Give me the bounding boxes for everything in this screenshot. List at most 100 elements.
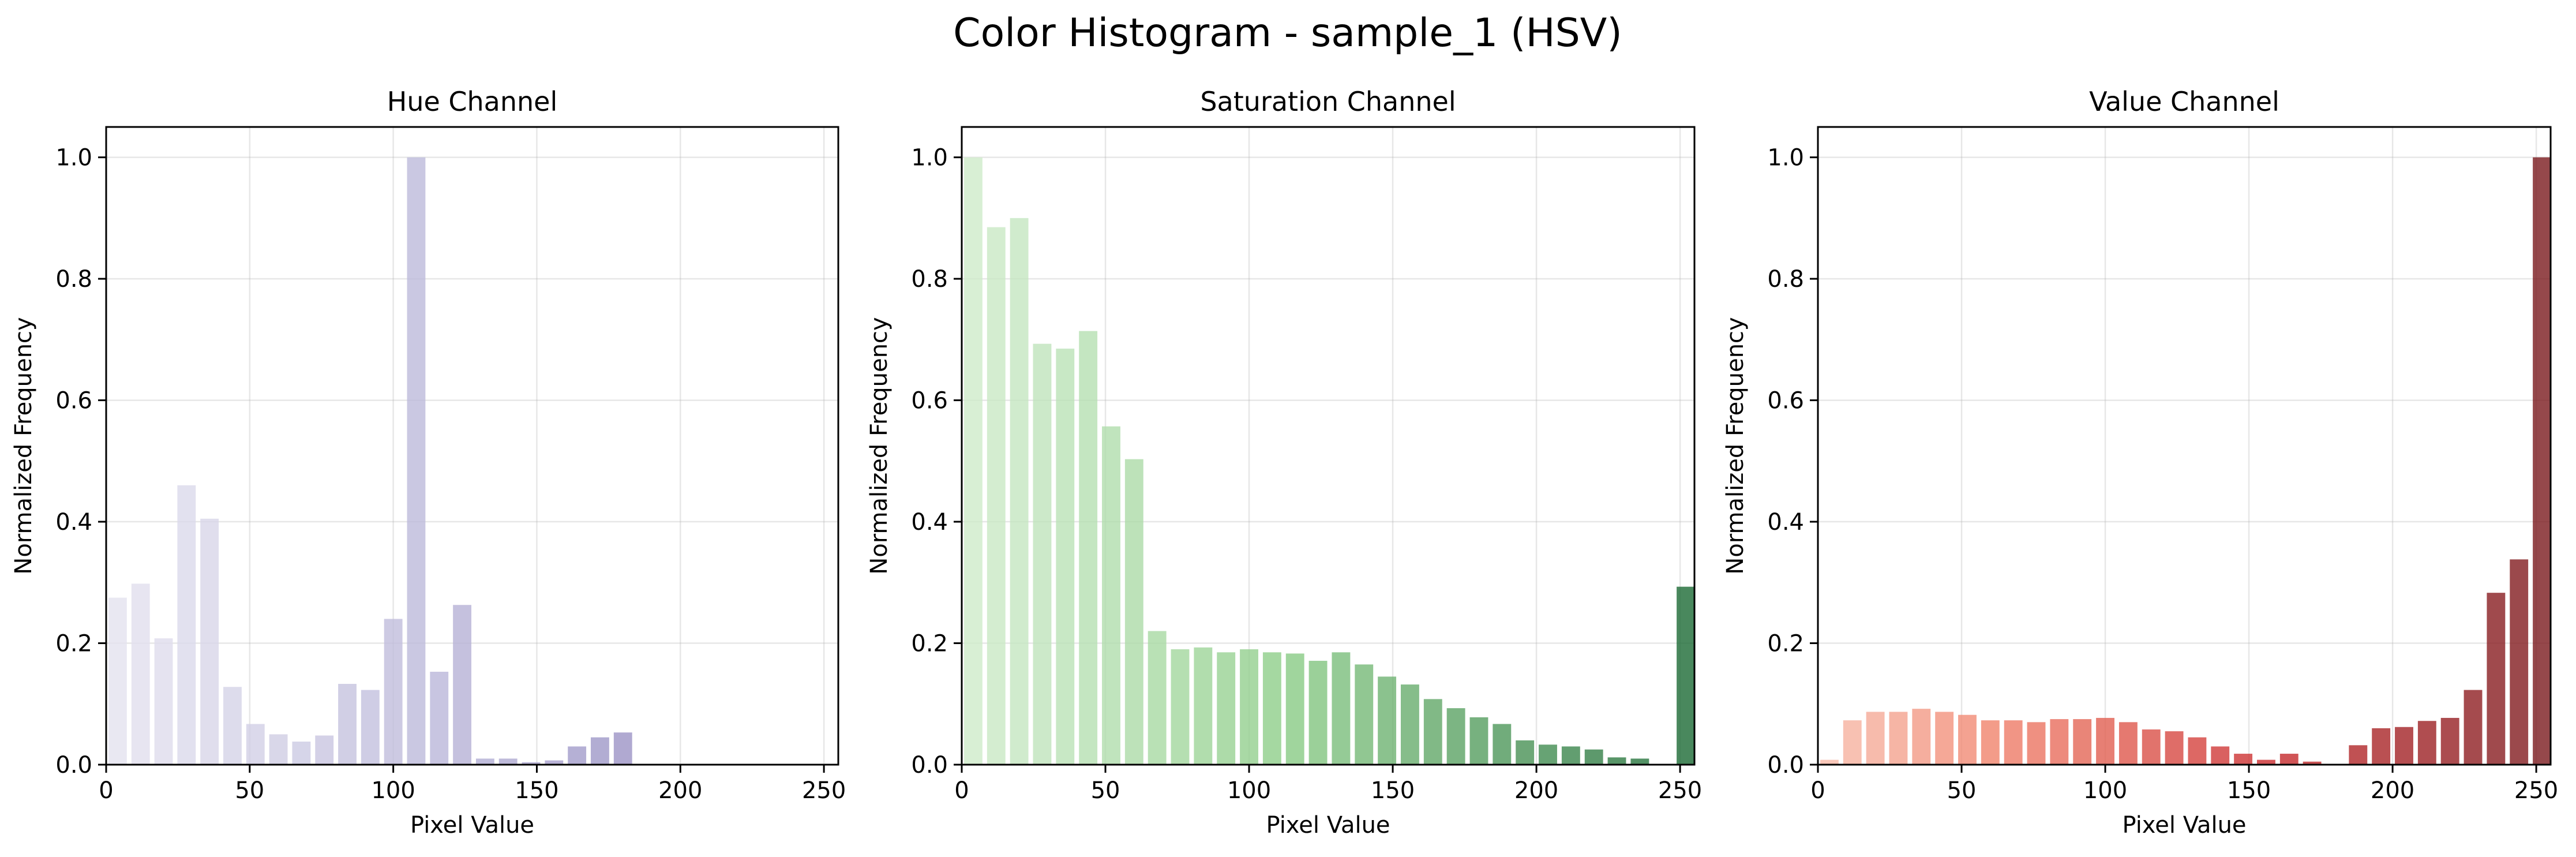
y-tick-label: 0.8 — [55, 266, 92, 293]
histogram-bar — [1401, 684, 1419, 765]
histogram-bar — [2004, 720, 2023, 765]
histogram-bar — [177, 485, 196, 765]
histogram-bar — [545, 760, 564, 765]
histogram-bar — [1240, 649, 1258, 765]
histogram-bar — [2533, 157, 2551, 765]
y-tick-label: 1.0 — [1767, 145, 1804, 171]
x-tick-label: 0 — [99, 777, 113, 804]
histogram-bar — [1056, 349, 1075, 765]
x-tick-label: 100 — [1227, 777, 1271, 804]
x-tick-label: 150 — [515, 777, 558, 804]
histogram-bar — [1843, 720, 1862, 765]
histogram-bar — [522, 762, 541, 765]
histogram-bar — [1194, 647, 1213, 765]
histogram-bar — [1262, 652, 1281, 765]
x-tick-label: 150 — [1371, 777, 1415, 804]
x-tick-label: 100 — [2083, 777, 2127, 804]
histogram-bar — [1308, 661, 1328, 765]
histogram-bar — [2487, 593, 2506, 765]
histogram-bar — [2417, 721, 2436, 765]
histogram-bar — [1584, 749, 1603, 765]
histogram-bar — [131, 583, 150, 765]
x-tick-label: 100 — [371, 777, 415, 804]
histogram-bar — [2096, 717, 2114, 765]
histogram-bar — [1493, 724, 1512, 765]
figure-title: Color Histogram - sample_1 (HSV) — [953, 10, 1622, 56]
histogram-bar — [2303, 761, 2322, 765]
histogram-bar — [2073, 719, 2092, 765]
histogram-bar — [1539, 744, 1557, 765]
panel-title: Hue Channel — [387, 86, 558, 117]
x-tick-label: 250 — [2514, 777, 2558, 804]
histogram-bar — [1446, 708, 1465, 765]
histogram-bar — [2234, 754, 2253, 765]
y-tick-label: 0.2 — [1767, 631, 1804, 657]
x-tick-label: 150 — [2227, 777, 2271, 804]
histogram-bar — [2372, 728, 2391, 765]
histogram-bar — [430, 671, 449, 765]
panel-title: Saturation Channel — [1200, 86, 1456, 117]
histogram-bar — [2211, 746, 2230, 765]
x-tick-label: 200 — [2371, 777, 2414, 804]
histogram-bar — [1124, 459, 1143, 765]
histogram-bar — [2349, 745, 2368, 765]
axes-frame — [105, 126, 839, 766]
histogram-bar — [2027, 722, 2046, 765]
x-axis-label: Pixel Value — [410, 812, 534, 839]
histogram-bar — [2165, 731, 2184, 765]
y-tick-label: 0.4 — [911, 509, 948, 536]
chart-panel-2: 0 50 100 150 200 250 0.0 0.2 0.4 0.6 0.8 1.0 Saturat… — [866, 86, 1702, 839]
y-axis-label: Normalized Frequency — [866, 317, 893, 574]
x-tick-label: 50 — [235, 777, 264, 804]
x-tick-label: 0 — [954, 777, 969, 804]
histogram-bar — [2510, 559, 2529, 765]
histogram-bar — [591, 737, 609, 765]
axes-frame — [961, 126, 1696, 766]
histogram-bar — [1516, 740, 1535, 765]
histogram-bar — [475, 758, 494, 765]
histogram-bar — [1423, 699, 1442, 765]
y-tick-label: 0.0 — [55, 752, 92, 779]
histogram-bar — [1148, 631, 1167, 765]
histogram-bar — [1171, 649, 1190, 765]
histogram-bar — [246, 724, 265, 765]
histogram-bar — [1889, 712, 1908, 765]
x-axis-label: Pixel Value — [1266, 812, 1390, 839]
histogram-bar — [1355, 664, 1374, 765]
histogram-bar — [2463, 690, 2483, 765]
histogram-bar — [223, 687, 242, 765]
histogram-bar — [361, 690, 380, 765]
histogram-bar — [2395, 727, 2413, 765]
x-tick-label: 200 — [658, 777, 702, 804]
y-axis-label: Normalized Frequency — [10, 317, 37, 574]
histogram-bar — [1079, 331, 1098, 765]
histogram-bar — [987, 227, 1006, 765]
x-tick-label: 50 — [1947, 777, 1977, 804]
x-tick-label: 0 — [1810, 777, 1825, 804]
histogram-bar — [1469, 717, 1488, 765]
x-tick-label: 200 — [1514, 777, 1558, 804]
histogram-bar — [498, 758, 518, 765]
histogram-bar — [1378, 676, 1397, 765]
y-tick-label: 0.8 — [911, 266, 948, 293]
x-tick-label: 50 — [1091, 777, 1120, 804]
y-axis-label: Normalized Frequency — [1722, 317, 1749, 574]
histogram-bar — [1981, 720, 2000, 765]
histogram-bar — [315, 735, 334, 765]
histogram-bar — [338, 684, 357, 765]
y-tick-label: 1.0 — [55, 145, 92, 171]
chart-panel-1: 0 50 100 150 200 250 0.0 0.2 0.4 0.6 0.8 1.0 Hue Cha… — [10, 86, 846, 839]
y-tick-label: 0.6 — [55, 388, 92, 414]
x-axis-label: Pixel Value — [2122, 812, 2246, 839]
y-tick-label: 0.4 — [1767, 509, 1804, 536]
histogram-bar — [1912, 709, 1931, 765]
histogram-bar — [269, 734, 288, 765]
histogram-bar — [1630, 758, 1649, 765]
y-tick-label: 0.6 — [911, 388, 948, 414]
histogram-bar — [453, 605, 472, 765]
histogram-bar — [200, 518, 219, 765]
histogram-bar — [1217, 652, 1236, 765]
histogram-bar — [1607, 757, 1626, 765]
histogram-bar — [613, 732, 632, 765]
